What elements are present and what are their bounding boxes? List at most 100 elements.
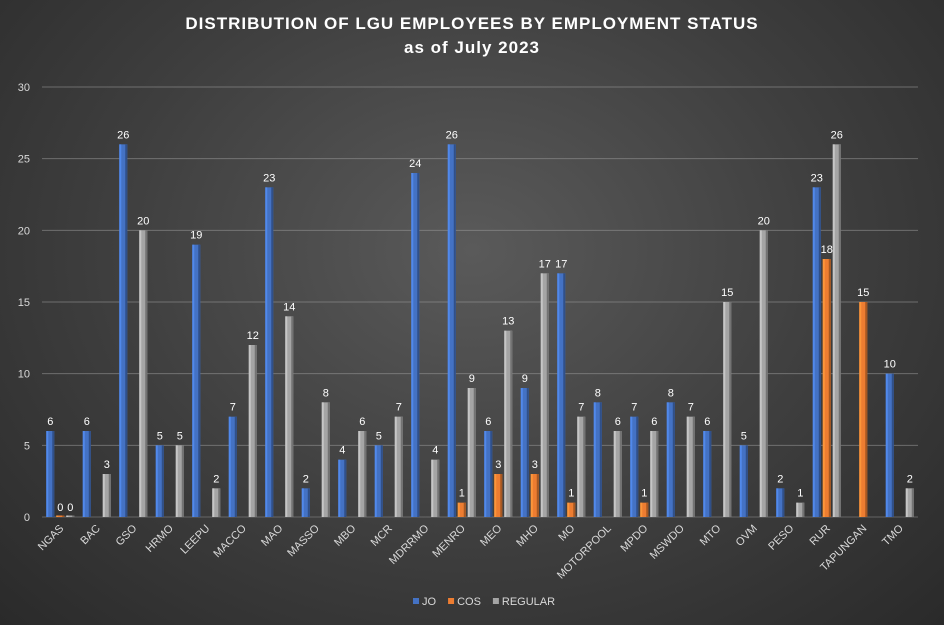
legend-swatch-regular: [492, 598, 499, 604]
bar-jo-mo: [557, 273, 566, 517]
legend-swatch-cos: [448, 598, 455, 604]
bar-regular-hrmo: [175, 445, 184, 517]
data-label-jo-tmo: 10: [884, 359, 896, 371]
x-tick-label-masso: MASSO: [285, 522, 322, 559]
data-label-regular-mho: 17: [539, 258, 551, 270]
data-label-regular-gso: 20: [137, 215, 149, 227]
bar-regular-ngas: [66, 515, 75, 517]
data-label-jo-peso: 2: [777, 473, 783, 485]
x-tick-label-peso: PESO: [766, 522, 796, 552]
data-label-cos-rur: 18: [821, 244, 833, 256]
bar-regular-mswdo: [686, 416, 695, 517]
x-tick-label-ngas: NGAS: [36, 523, 67, 554]
bar-jo-ovm: [739, 445, 748, 517]
bar-regular-mo: [577, 416, 586, 517]
data-label-cos-ngas: 0: [57, 502, 63, 514]
bar-jo-mcr: [374, 445, 383, 517]
bar-regular-tmo: [905, 488, 914, 517]
data-label-jo-mo: 17: [555, 258, 567, 270]
bar-regular-mcr: [394, 416, 403, 517]
x-tick-label-mho: MHO: [514, 522, 541, 549]
chart-title: DISTRIBUTION OF LGU EMPLOYEES BY EMPLOYM…: [0, 12, 944, 60]
x-tick-label-mswdo: MSWDO: [648, 522, 687, 561]
bar-regular-gso: [139, 230, 148, 518]
bar-jo-tmo: [885, 373, 894, 517]
x-tick-label-mpdo: MPDO: [619, 522, 651, 554]
bar-jo-mto: [703, 431, 712, 517]
bar-jo-hrmo: [155, 445, 164, 517]
data-label-regular-motorpool: 6: [615, 416, 621, 428]
data-label-regular-mpdo: 6: [651, 416, 657, 428]
y-tick-label-10: 10: [18, 369, 30, 381]
bar-jo-mpdo: [630, 416, 639, 517]
bar-regular-mpdo: [650, 431, 659, 517]
data-label-regular-ngas: 0: [67, 502, 73, 514]
bar-regular-mto: [723, 302, 732, 517]
data-label-regular-macco: 12: [247, 330, 259, 342]
data-label-jo-mbo: 4: [339, 445, 345, 457]
bar-cos-menro: [457, 502, 466, 517]
bar-cos-tapungan: [859, 302, 868, 517]
data-label-regular-rur: 26: [831, 129, 843, 141]
bar-regular-leepu: [212, 488, 221, 517]
bar-regular-menro: [467, 388, 476, 517]
bar-regular-mho: [540, 273, 549, 517]
data-label-cos-menro: 1: [459, 488, 465, 500]
y-tick-label-20: 20: [18, 225, 30, 237]
bar-cos-rur: [822, 259, 831, 517]
x-tick-label-mdrrmo: MDRRMO: [387, 522, 432, 567]
data-label-regular-mao: 14: [283, 301, 295, 313]
bar-regular-bac: [102, 474, 111, 517]
data-label-jo-masso: 2: [303, 473, 309, 485]
bar-jo-gso: [119, 144, 128, 518]
bar-regular-mbo: [358, 431, 367, 517]
y-tick-label-30: 30: [18, 82, 30, 94]
legend-swatch-jo: [413, 598, 419, 604]
bar-jo-masso: [301, 488, 310, 517]
data-label-jo-macco: 7: [230, 402, 236, 414]
data-label-jo-mto: 6: [704, 416, 710, 428]
bar-jo-mbo: [338, 459, 347, 517]
bar-cos-mo: [567, 502, 576, 517]
bar-regular-masso: [321, 402, 330, 517]
bar-regular-mdrrmo: [431, 459, 440, 517]
x-tick-label-menro: MENRO: [430, 522, 468, 560]
legend: JO COS REGULAR: [413, 596, 555, 608]
bar-regular-mao: [285, 316, 294, 517]
data-label-jo-mdrrmo: 24: [409, 158, 421, 170]
x-tick-label-hrmo: HRMO: [144, 522, 177, 555]
x-tick-label-bac: BAC: [78, 523, 103, 548]
chart-title-line1: DISTRIBUTION OF LGU EMPLOYEES BY EMPLOYM…: [185, 14, 759, 33]
bar-jo-meo: [484, 431, 493, 517]
data-label-regular-peso: 1: [797, 488, 803, 500]
data-label-jo-ngas: 6: [47, 416, 53, 428]
data-label-regular-hrmo: 5: [177, 430, 183, 442]
bar-cos-mho: [530, 474, 539, 517]
legend-item-cos: COS: [448, 596, 481, 608]
data-label-cos-meo: 3: [495, 459, 501, 471]
data-label-jo-gso: 26: [117, 129, 129, 141]
y-tick-label-0: 0: [24, 512, 30, 524]
data-label-jo-rur: 23: [811, 172, 823, 184]
data-label-jo-bac: 6: [84, 416, 90, 428]
bar-jo-mswdo: [666, 402, 675, 517]
data-label-jo-hrmo: 5: [157, 430, 163, 442]
bar-jo-rur: [812, 187, 821, 518]
data-label-regular-mto: 15: [721, 287, 733, 299]
data-label-regular-mbo: 6: [359, 416, 365, 428]
data-label-jo-mpdo: 7: [631, 402, 637, 414]
bar-jo-menro: [447, 144, 456, 518]
data-label-cos-mo: 1: [568, 488, 574, 500]
data-label-cos-mpdo: 1: [641, 488, 647, 500]
bar-regular-ovm: [759, 230, 768, 518]
x-tick-label-mbo: MBO: [332, 522, 359, 549]
legend-label-regular: REGULAR: [502, 596, 555, 608]
data-label-jo-mswdo: 8: [668, 387, 674, 399]
x-tick-label-mo: MO: [556, 522, 577, 543]
bar-cos-ngas: [56, 515, 65, 517]
bar-regular-meo: [504, 330, 513, 517]
data-label-regular-bac: 3: [104, 459, 110, 471]
data-label-jo-motorpool: 8: [595, 387, 601, 399]
bar-jo-peso: [776, 488, 785, 517]
